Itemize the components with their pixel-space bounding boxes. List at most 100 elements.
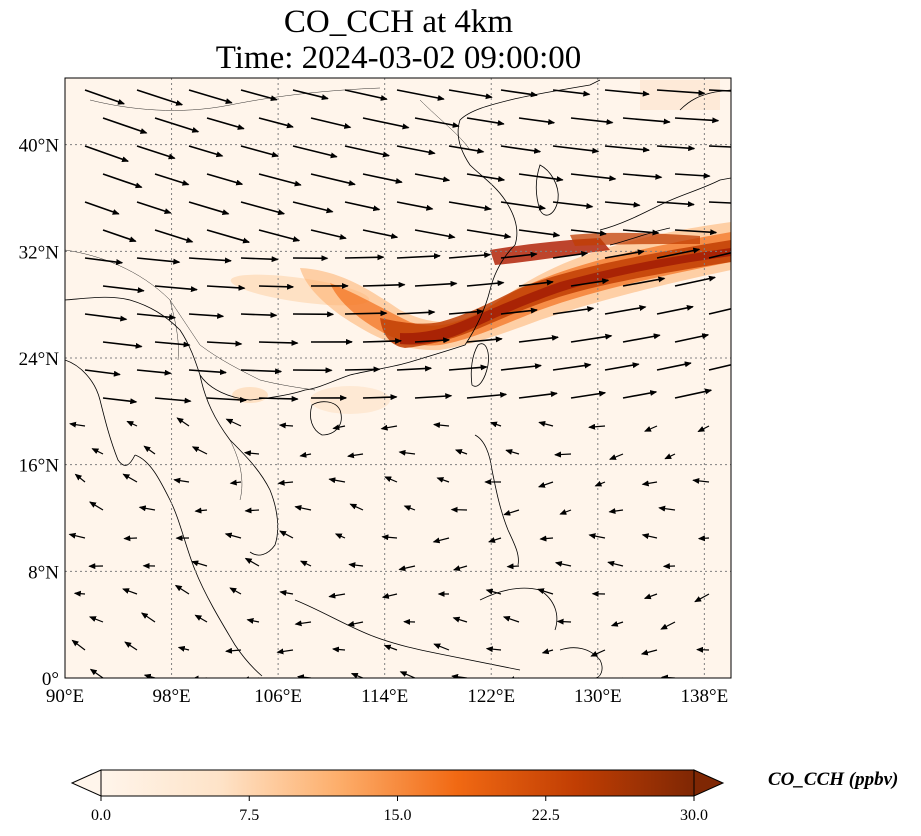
wind-arrow — [500, 363, 542, 371]
wind-arrow — [188, 145, 224, 158]
wind-arrow — [143, 445, 156, 455]
wind-arrow — [122, 473, 138, 483]
wind-arrow — [466, 336, 503, 343]
wind-arrow — [299, 451, 312, 458]
wind-arrow — [124, 641, 138, 651]
wind-arrow — [552, 89, 591, 97]
wind-arrow — [396, 89, 445, 101]
wind-arrow — [396, 201, 434, 211]
wind-arrow — [674, 172, 711, 179]
wind-arrow — [641, 533, 658, 540]
x-tick-label: 138°E — [681, 686, 729, 707]
wind-arrow — [570, 390, 607, 399]
wind-arrow — [310, 117, 352, 129]
wind-arrow — [505, 449, 520, 455]
wind-arrow — [89, 616, 104, 623]
wind-arrow — [448, 252, 492, 259]
wind-arrow — [138, 505, 156, 512]
wind-arrow — [84, 201, 120, 215]
wind-vectors — [68, 89, 731, 678]
wind-arrow — [606, 677, 623, 678]
x-tick-label: 122°E — [467, 686, 515, 707]
wind-arrow — [240, 145, 280, 158]
wind-arrow — [206, 117, 245, 130]
y-tick-label: 32°N — [19, 242, 60, 263]
wind-arrow — [331, 646, 346, 653]
wind-arrow — [604, 305, 647, 315]
wind-arrow — [607, 560, 624, 567]
wind-arrow — [466, 173, 506, 182]
wind-arrow — [84, 89, 125, 105]
wind-arrow — [708, 307, 731, 315]
wind-arrow — [466, 229, 512, 239]
wind-arrow — [188, 312, 225, 319]
wind-arrow — [381, 593, 398, 599]
x-tick-label: 98°E — [152, 686, 190, 707]
wind-arrow — [569, 677, 571, 678]
wind-arrow — [538, 420, 554, 427]
wind-arrow — [414, 229, 456, 240]
wind-arrow — [660, 621, 676, 630]
wind-arrow — [310, 173, 356, 186]
colorbar-tick-label: 22.5 — [532, 807, 560, 824]
wind-arrow — [279, 589, 294, 596]
wind-arrow — [136, 201, 172, 214]
wind-arrow — [399, 671, 416, 678]
wind-arrow — [396, 365, 433, 372]
wind-arrow — [610, 620, 624, 627]
wind-arrow — [403, 505, 416, 511]
wind-arrow — [466, 117, 505, 126]
wind-arrow — [697, 425, 710, 433]
wind-arrow — [500, 145, 542, 154]
wind-arrow — [559, 509, 572, 515]
wind-arrow — [344, 366, 381, 373]
wind-arrow — [708, 145, 731, 148]
wind-arrow — [708, 251, 731, 259]
wind-arrow — [518, 279, 554, 287]
wind-arrow — [588, 423, 606, 430]
wind-arrow — [206, 229, 251, 244]
wind-arrow — [414, 173, 451, 183]
wind-arrow — [414, 393, 453, 400]
wind-arrow — [656, 145, 696, 152]
co-concentration-field — [230, 80, 731, 414]
wind-arrow — [224, 532, 242, 539]
wind-arrow — [68, 532, 86, 539]
wind-arrow — [694, 593, 710, 603]
wind-arrow — [177, 645, 190, 652]
wind-arrow — [188, 89, 233, 104]
wind-arrow — [570, 333, 613, 343]
wind-arrow — [414, 117, 460, 128]
wind-arrow — [552, 250, 589, 259]
wind-arrow — [154, 117, 200, 133]
wind-arrow — [123, 535, 138, 542]
wind-arrow — [244, 507, 260, 514]
wind-arrow — [258, 173, 302, 187]
wind-arrow — [608, 508, 624, 515]
wind-arrow — [588, 533, 606, 540]
colorbar-max-extend — [693, 769, 725, 797]
wind-arrow — [604, 89, 650, 97]
wind-arrow — [448, 364, 488, 371]
wind-arrow — [136, 145, 176, 160]
wind-arrow — [174, 584, 190, 595]
wind-arrow — [622, 173, 663, 180]
wind-arrow — [674, 333, 710, 343]
wind-arrow — [500, 307, 538, 315]
wind-arrow — [609, 453, 624, 460]
wind-arrow — [173, 477, 190, 484]
wind-arrow — [554, 451, 572, 458]
wind-arrow — [398, 565, 416, 572]
wind-arrow — [604, 249, 645, 259]
wind-arrow — [396, 145, 436, 156]
wind-arrow — [191, 446, 208, 455]
wind-arrow — [229, 587, 242, 595]
wind-arrow — [656, 89, 706, 96]
y-tick-label: 8°N — [28, 562, 59, 583]
wind-arrow — [536, 588, 554, 595]
wind-arrow — [84, 369, 121, 377]
wind-arrow — [328, 477, 346, 484]
wind-arrow — [433, 643, 450, 651]
wind-arrow — [552, 306, 595, 315]
wind-arrow — [436, 477, 450, 483]
